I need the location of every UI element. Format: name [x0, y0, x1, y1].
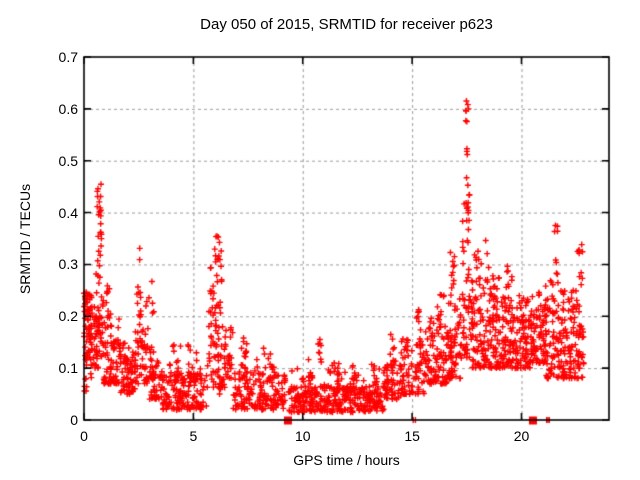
y-tick-label: 0.7 [58, 49, 78, 65]
x-tick-label: 5 [189, 428, 198, 444]
y-tick-label: 0.2 [58, 308, 78, 325]
x-tick-label: 15 [404, 428, 420, 444]
y-tick-label: 0.3 [58, 256, 78, 273]
y-tick-label: 0.5 [58, 152, 78, 169]
x-tick-label: 10 [294, 428, 311, 444]
x-tick-label: 0 [80, 428, 88, 444]
y-tick-label: 0.1 [58, 360, 78, 377]
chart-title: Day 050 of 2015, SRMTID for receiver p62… [200, 16, 493, 33]
x-tick-label: 20 [513, 428, 530, 444]
x-axis-label: GPS time / hours [293, 452, 400, 468]
y-tick-label: 0 [70, 412, 78, 428]
y-tick-label: 0.6 [58, 100, 78, 117]
y-tick-label: 0.4 [58, 204, 78, 221]
